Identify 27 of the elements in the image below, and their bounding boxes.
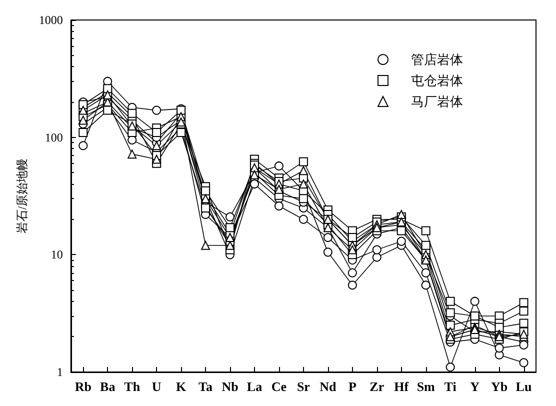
x-tick-label: Y — [470, 379, 480, 394]
x-tick-label: K — [176, 379, 187, 394]
x-tick-label: Sr — [296, 379, 310, 394]
x-tick-label: Rb — [74, 379, 92, 394]
x-tick-label: P — [348, 379, 356, 394]
y-tick-label: 100 — [44, 130, 63, 144]
legend-label: 马厂岩体 — [411, 94, 463, 109]
x-tick-label: Sm — [416, 379, 436, 394]
x-tick-label: Ce — [271, 379, 287, 394]
x-tick-label: Yb — [490, 379, 508, 394]
y-axis-title: 岩石/原始地幔 — [15, 158, 29, 234]
x-tick-label: Ti — [444, 379, 457, 394]
x-tick-label: Nb — [222, 379, 238, 394]
x-tick-label: Lu — [516, 379, 532, 394]
y-tick-label: 1 — [56, 365, 63, 379]
x-tick-label: Zr — [370, 379, 384, 394]
legend-label: 管店岩体 — [411, 52, 463, 67]
legend-label: 屯仓岩体 — [411, 73, 463, 88]
x-tick-label: Nd — [320, 379, 338, 394]
x-tick-label: Th — [124, 379, 141, 394]
x-tick-label: Ba — [100, 379, 116, 394]
y-tick-label: 10 — [50, 248, 63, 262]
x-tick-label: U — [152, 379, 162, 394]
x-tick-label: Ta — [198, 379, 214, 394]
x-tick-label: La — [246, 379, 263, 394]
x-tick-label: Hf — [394, 379, 410, 394]
y-tick-label: 1000 — [38, 13, 63, 27]
